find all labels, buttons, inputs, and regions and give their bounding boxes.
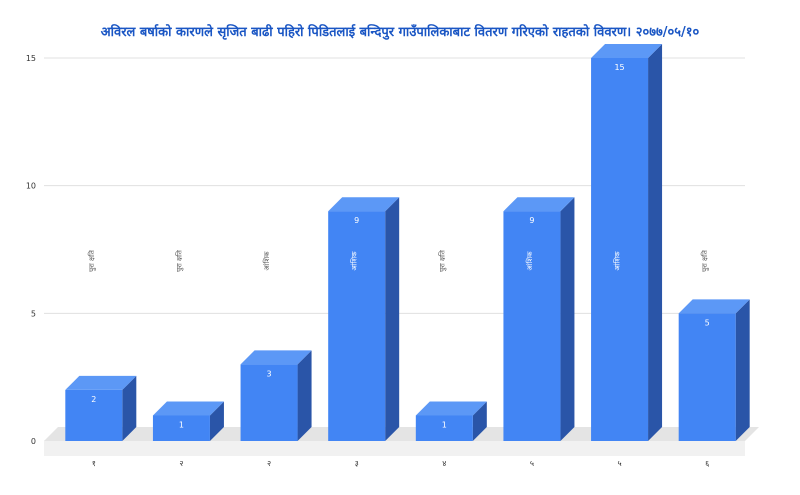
bar-front <box>152 415 210 441</box>
bar-value-label: 5 <box>705 318 710 327</box>
bar-value-label: 3 <box>267 369 272 378</box>
bar: 1 पुरा क्षति <box>415 249 487 441</box>
bar-front <box>503 211 561 441</box>
bar-top <box>65 375 137 390</box>
grid-layer <box>44 57 745 456</box>
bar-annotation: आंशिक <box>525 251 534 271</box>
bar-front <box>678 313 736 441</box>
bar-annotation: पुरा क्षति <box>700 249 709 272</box>
chart-floor <box>44 427 759 441</box>
bar-annotation: पुरा क्षति <box>174 249 183 272</box>
bar-side <box>560 197 575 441</box>
y-tick-label: 5 <box>31 309 36 318</box>
bar-value-label: 1 <box>442 420 447 429</box>
bar-top <box>240 350 312 365</box>
x-tick-label: ३ <box>355 459 359 468</box>
bar-front <box>328 211 386 441</box>
bar-top <box>415 401 487 416</box>
bar-side <box>122 375 137 441</box>
y-tick-label: 15 <box>26 54 36 63</box>
floor-strip <box>44 441 745 456</box>
bar-top <box>503 197 575 212</box>
bar-side <box>209 401 224 441</box>
bar: 9 आंशिक <box>328 197 400 441</box>
bar-value-label: 15 <box>614 63 624 72</box>
bar-annotation: पुरा क्षति <box>437 249 446 272</box>
x-axis: १ २ २ ३ ४ ५ ५ ६ <box>92 459 710 468</box>
bars: 2 पुरा क्षति 1 पुरा क्षति 3 आंशिक 9 आंशिक 1 पुरा … <box>65 44 750 441</box>
bar-value-label: 2 <box>91 395 96 404</box>
y-axis: 0 5 10 15 <box>26 54 36 446</box>
bar-annotation: आंशिक <box>613 251 622 271</box>
bar: 9 आंशिक <box>503 197 575 441</box>
bar-side <box>735 299 750 441</box>
bar-front <box>591 58 649 441</box>
bar: 5 पुरा क्षति <box>678 249 750 441</box>
y-tick-label: 10 <box>26 182 36 191</box>
bar-front <box>415 415 473 441</box>
bar-side <box>472 401 487 441</box>
x-tick-label: ६ <box>705 459 709 468</box>
bar-top <box>152 401 224 416</box>
x-tick-label: २ <box>267 459 271 468</box>
bar-top <box>678 299 750 314</box>
bar-front <box>65 389 123 441</box>
bar-value-label: 9 <box>354 216 359 225</box>
bar-annotation: आंशिक <box>262 251 271 271</box>
y-tick-label: 0 <box>31 437 36 446</box>
bar: 3 आंशिक <box>240 251 312 441</box>
bar: 1 पुरा क्षति <box>152 249 224 441</box>
bar-side <box>297 350 312 441</box>
bar-value-label: 9 <box>529 216 534 225</box>
x-tick-label: १ <box>92 459 96 468</box>
bar: 15 आंशिक <box>591 44 663 441</box>
x-tick-label: २ <box>179 459 183 468</box>
bar-side <box>385 197 400 441</box>
bar-top <box>328 197 400 212</box>
bar-front <box>240 364 298 441</box>
bar-side <box>648 44 663 441</box>
bar: 2 पुरा क्षति <box>65 249 137 441</box>
x-tick-label: ५ <box>617 459 621 468</box>
bar-value-label: 1 <box>179 420 184 429</box>
x-tick-label: ४ <box>442 459 446 468</box>
chart-title: अविरल बर्षाको कारणले सृजित बाढी पहिरो पि… <box>101 24 700 40</box>
x-tick-label: ५ <box>530 459 534 468</box>
bar-annotation: आंशिक <box>350 251 359 271</box>
bar-top <box>591 44 663 58</box>
bar-annotation: पुरा क्षति <box>87 249 96 272</box>
